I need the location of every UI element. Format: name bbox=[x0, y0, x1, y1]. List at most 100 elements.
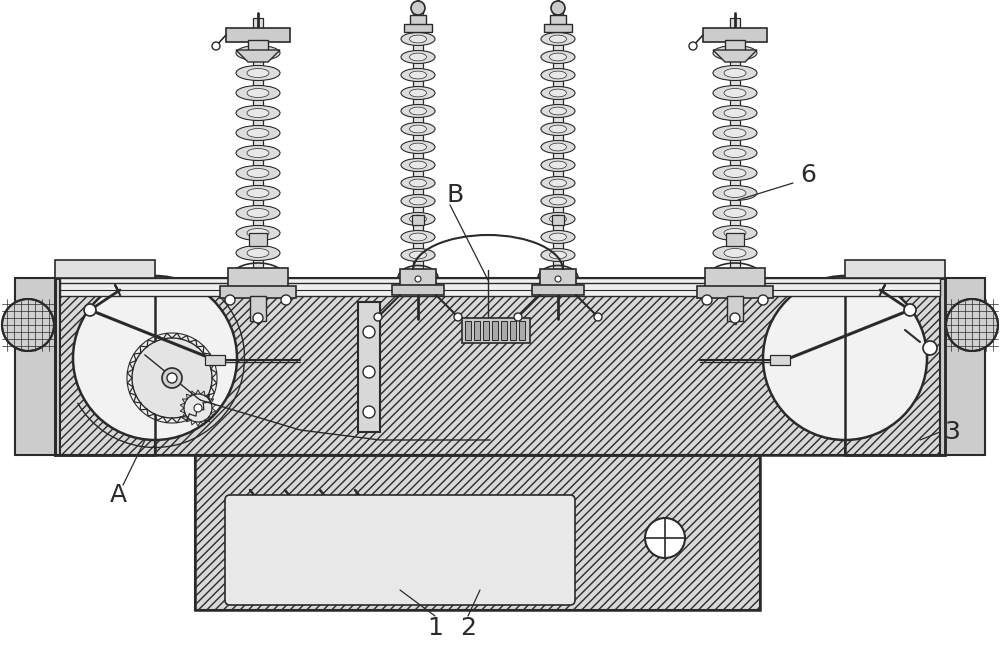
Ellipse shape bbox=[247, 109, 269, 117]
Ellipse shape bbox=[713, 105, 757, 121]
Ellipse shape bbox=[236, 45, 280, 60]
Ellipse shape bbox=[401, 195, 435, 208]
Ellipse shape bbox=[724, 88, 746, 98]
FancyBboxPatch shape bbox=[225, 495, 575, 605]
Ellipse shape bbox=[410, 251, 426, 259]
Circle shape bbox=[689, 42, 697, 50]
Ellipse shape bbox=[713, 206, 757, 221]
Ellipse shape bbox=[724, 149, 746, 157]
Ellipse shape bbox=[236, 166, 280, 181]
Circle shape bbox=[253, 313, 263, 323]
Ellipse shape bbox=[401, 231, 435, 244]
Ellipse shape bbox=[713, 246, 757, 261]
Ellipse shape bbox=[550, 71, 566, 79]
Circle shape bbox=[946, 299, 998, 351]
Ellipse shape bbox=[401, 159, 435, 172]
Ellipse shape bbox=[410, 35, 426, 43]
Ellipse shape bbox=[541, 105, 575, 117]
Circle shape bbox=[702, 295, 712, 305]
Ellipse shape bbox=[247, 149, 269, 157]
Ellipse shape bbox=[550, 143, 566, 151]
Ellipse shape bbox=[236, 145, 280, 160]
Ellipse shape bbox=[401, 33, 435, 45]
Ellipse shape bbox=[236, 86, 280, 100]
Bar bbox=[248, 40, 268, 52]
Polygon shape bbox=[845, 260, 945, 278]
Ellipse shape bbox=[401, 248, 435, 261]
Ellipse shape bbox=[724, 189, 746, 198]
Ellipse shape bbox=[410, 71, 426, 79]
Ellipse shape bbox=[236, 105, 280, 121]
Ellipse shape bbox=[401, 141, 435, 153]
Ellipse shape bbox=[247, 229, 269, 238]
Text: A: A bbox=[109, 483, 127, 507]
Ellipse shape bbox=[541, 33, 575, 45]
Text: 6: 6 bbox=[800, 163, 816, 187]
Ellipse shape bbox=[724, 208, 746, 217]
Circle shape bbox=[194, 404, 202, 412]
Bar bbox=[483, 321, 489, 340]
Bar bbox=[410, 15, 426, 25]
Polygon shape bbox=[713, 50, 757, 62]
Ellipse shape bbox=[713, 166, 757, 181]
Ellipse shape bbox=[724, 48, 746, 58]
Ellipse shape bbox=[410, 107, 426, 115]
Ellipse shape bbox=[724, 109, 746, 117]
Circle shape bbox=[363, 366, 375, 378]
Bar bbox=[705, 268, 765, 288]
Ellipse shape bbox=[410, 89, 426, 97]
Bar bbox=[465, 321, 471, 340]
Ellipse shape bbox=[401, 122, 435, 136]
Circle shape bbox=[363, 326, 375, 338]
Bar bbox=[55, 278, 945, 455]
Bar bbox=[770, 355, 790, 365]
Ellipse shape bbox=[541, 69, 575, 81]
Circle shape bbox=[73, 276, 237, 440]
Ellipse shape bbox=[541, 176, 575, 189]
Ellipse shape bbox=[713, 126, 757, 141]
Circle shape bbox=[415, 276, 421, 282]
Bar bbox=[703, 28, 767, 42]
Ellipse shape bbox=[541, 195, 575, 208]
Ellipse shape bbox=[713, 45, 757, 60]
Ellipse shape bbox=[410, 161, 426, 169]
Bar bbox=[730, 18, 740, 268]
Ellipse shape bbox=[247, 88, 269, 98]
Bar bbox=[725, 40, 745, 52]
Ellipse shape bbox=[236, 126, 280, 141]
Circle shape bbox=[758, 295, 768, 305]
Polygon shape bbox=[55, 260, 155, 278]
Bar bbox=[15, 278, 60, 455]
Circle shape bbox=[212, 42, 220, 50]
Circle shape bbox=[162, 368, 182, 388]
Ellipse shape bbox=[550, 53, 566, 61]
Ellipse shape bbox=[401, 50, 435, 64]
Circle shape bbox=[923, 341, 937, 355]
Ellipse shape bbox=[247, 48, 269, 58]
Bar bbox=[55, 278, 155, 455]
Bar bbox=[474, 321, 480, 340]
Ellipse shape bbox=[550, 215, 566, 223]
Text: B: B bbox=[446, 183, 464, 207]
Bar bbox=[392, 285, 444, 295]
Circle shape bbox=[411, 1, 425, 15]
Ellipse shape bbox=[247, 248, 269, 257]
Circle shape bbox=[374, 313, 382, 321]
Circle shape bbox=[904, 304, 916, 316]
Bar bbox=[845, 278, 945, 455]
Ellipse shape bbox=[541, 231, 575, 244]
Ellipse shape bbox=[410, 179, 426, 187]
Ellipse shape bbox=[724, 229, 746, 238]
Bar bbox=[55, 278, 945, 455]
Ellipse shape bbox=[401, 86, 435, 100]
Circle shape bbox=[551, 1, 565, 15]
Ellipse shape bbox=[236, 185, 280, 200]
Ellipse shape bbox=[724, 248, 746, 257]
Ellipse shape bbox=[401, 69, 435, 81]
Polygon shape bbox=[236, 50, 280, 62]
Ellipse shape bbox=[401, 105, 435, 117]
Ellipse shape bbox=[724, 69, 746, 77]
Ellipse shape bbox=[236, 225, 280, 240]
Bar bbox=[220, 286, 296, 298]
Circle shape bbox=[763, 276, 927, 440]
